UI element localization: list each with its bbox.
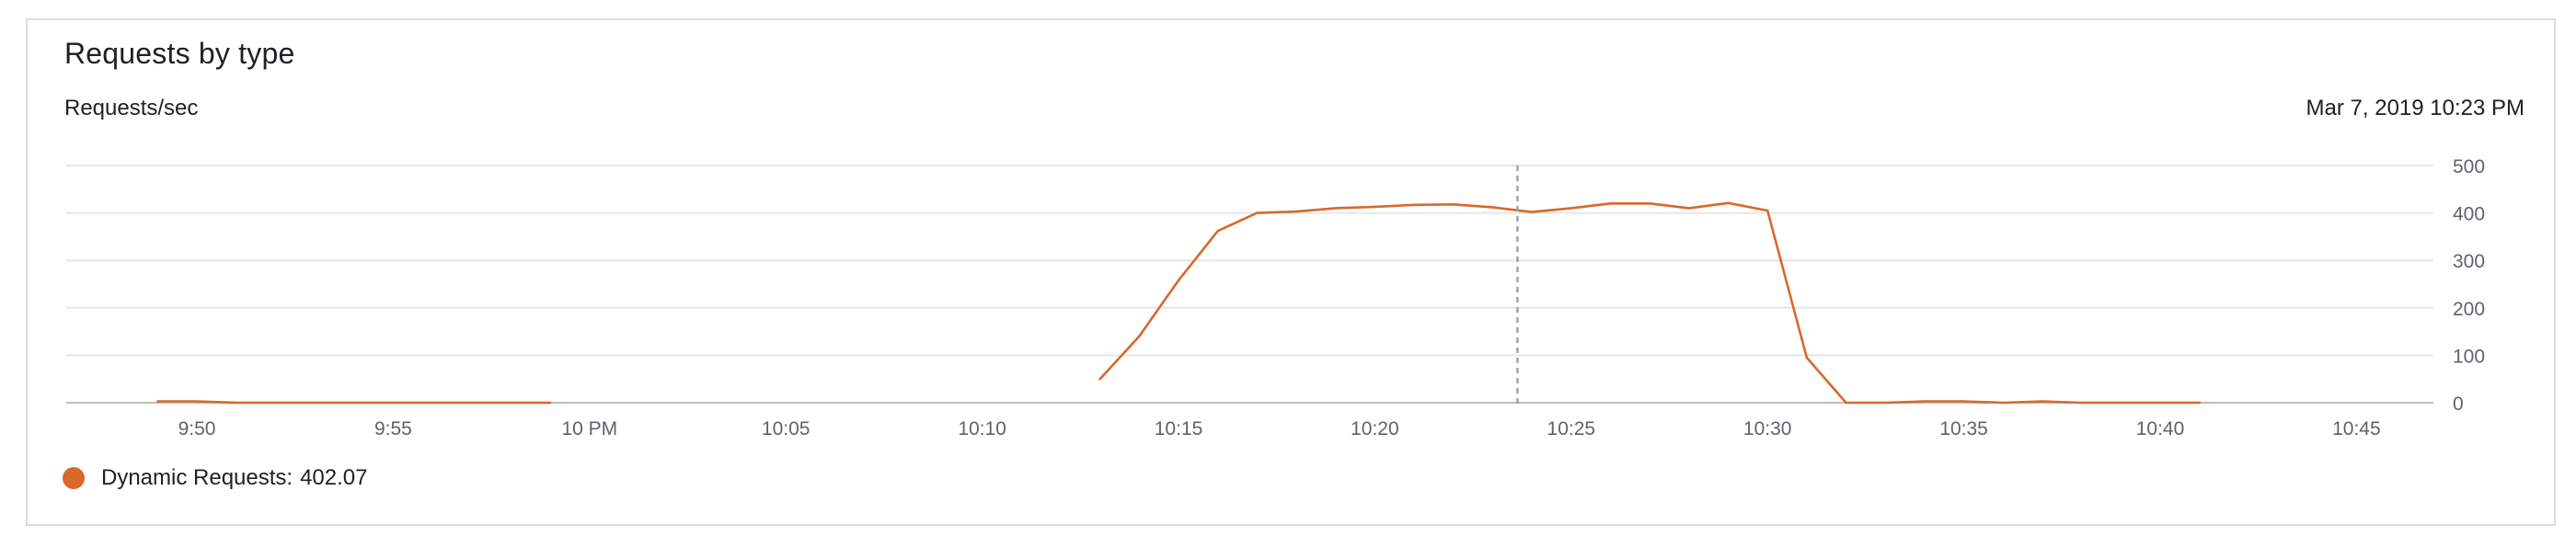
x-tick-labels: 9:50 9:55 10 PM 10:05 10:10 10:15 10:20 10:25 10… xyxy=(178,418,2381,440)
y-tick-label: 0 xyxy=(2453,394,2464,415)
x-tick-label: 10:30 xyxy=(1743,418,1792,440)
legend-series-value: 402.07 xyxy=(300,465,368,490)
cursor-timestamp: Mar 7, 2019 10:23 PM xyxy=(2306,96,2524,120)
x-tick-label: 10:15 xyxy=(1155,418,1203,440)
y-tick-label: 100 xyxy=(2453,346,2485,367)
x-tick-label: 10:45 xyxy=(2332,418,2381,440)
y-tick-label: 400 xyxy=(2453,204,2485,225)
x-tick-label: 9:50 xyxy=(178,418,216,440)
x-tick-label: 10:10 xyxy=(958,418,1006,440)
x-tick-label: 10:05 xyxy=(762,418,811,440)
x-tick-label: 10:25 xyxy=(1547,418,1596,440)
y-tick-labels: 500 400 300 200 100 0 xyxy=(2453,156,2485,415)
y-tick-label: 200 xyxy=(2453,299,2485,320)
x-tick-label: 10:20 xyxy=(1351,418,1399,440)
legend-series-label: Dynamic Requests: xyxy=(101,465,293,490)
chart-card: Requests by type Requests/sec Mar 7, 201… xyxy=(26,18,2556,526)
series-layer xyxy=(156,201,2201,405)
series-line-dynamic-requests[interactable] xyxy=(1098,201,2201,405)
x-tick-label: 10:35 xyxy=(1939,418,1988,440)
x-tick-label: 10:40 xyxy=(2136,418,2185,440)
chart-title: Requests by type xyxy=(64,37,295,70)
series-line-dynamic-requests[interactable] xyxy=(156,400,552,405)
y-tick-label: 500 xyxy=(2453,156,2485,177)
y-axis-unit-label: Requests/sec xyxy=(64,96,199,120)
legend-swatch xyxy=(63,467,85,489)
y-tick-label: 300 xyxy=(2453,251,2485,272)
x-tick-label: 9:55 xyxy=(374,418,412,440)
legend[interactable]: Dynamic Requests: 402.07 xyxy=(63,465,367,491)
grid-layer xyxy=(66,165,2433,404)
line-chart[interactable]: 9:50 9:55 10 PM 10:05 10:10 10:15 10:20 10:25 10… xyxy=(28,20,2558,528)
x-tick-label: 10 PM xyxy=(561,418,617,440)
